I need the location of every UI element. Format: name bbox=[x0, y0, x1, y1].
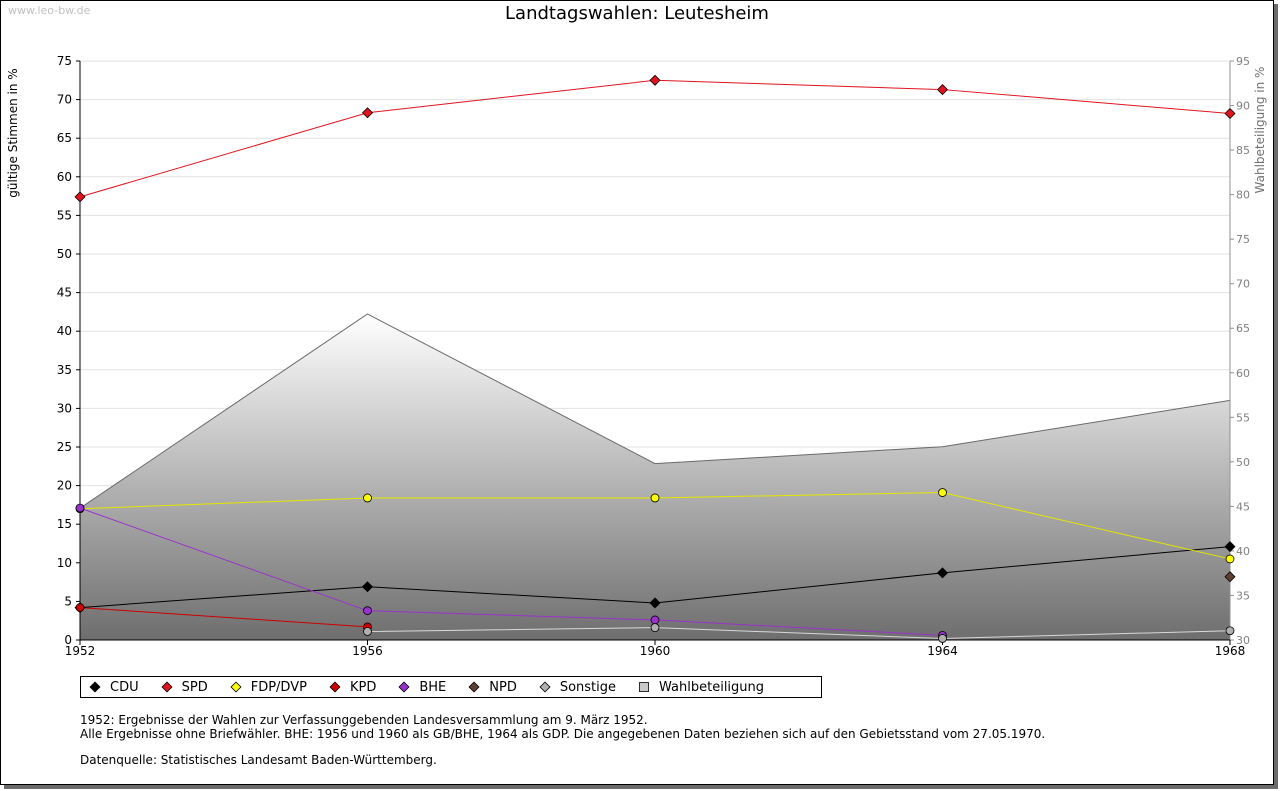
x-tick-label: 1960 bbox=[640, 644, 671, 658]
y2-tick-label: 90 bbox=[1236, 100, 1250, 113]
legend-label: FDP/DVP bbox=[250, 679, 307, 695]
y2-tick-label: 65 bbox=[1236, 322, 1250, 335]
legend-marker-wahlbeteiligung bbox=[639, 682, 649, 692]
y-tick-label: 35 bbox=[57, 363, 72, 377]
y2-axis-label: Wahlbeteiligung in % bbox=[1253, 67, 1267, 194]
note-line-2: Alle Ergebnisse ohne Briefwähler. BHE: 1… bbox=[80, 727, 1046, 741]
point-sonstige bbox=[363, 627, 372, 636]
point-sonstige bbox=[938, 634, 947, 643]
y2-tick-label: 50 bbox=[1236, 456, 1250, 469]
x-tick-label: 1952 bbox=[65, 644, 96, 658]
point-fdp-dvp bbox=[650, 493, 660, 503]
y-axis-label: gültige Stimmen in % bbox=[6, 68, 20, 197]
y-tick-label: 40 bbox=[57, 324, 72, 338]
chart-title: Landtagswahlen: Leutesheim bbox=[505, 3, 769, 24]
y-tick-label: 15 bbox=[57, 517, 72, 531]
y-tick-label: 0 bbox=[64, 633, 72, 647]
legend-marker-fdp-dvp bbox=[230, 681, 242, 693]
y-tick-label: 60 bbox=[57, 170, 72, 184]
y2-tick-label: 30 bbox=[1236, 634, 1250, 647]
point-kpd bbox=[75, 603, 85, 612]
y-tick-label: 10 bbox=[57, 556, 72, 570]
legend-label: KPD bbox=[349, 679, 377, 695]
legend-marker-cdu bbox=[89, 681, 101, 693]
legend-item-spd: SPD bbox=[161, 680, 208, 695]
x-tick-label: 1968 bbox=[1215, 644, 1246, 658]
point-npd bbox=[1224, 571, 1236, 583]
legend-label: BHE bbox=[419, 679, 447, 695]
legend-label: SPD bbox=[181, 679, 208, 695]
point-cdu bbox=[361, 581, 374, 593]
legend-marker-sonstige bbox=[539, 681, 551, 693]
y-tick-label: 65 bbox=[57, 131, 72, 145]
area-layer bbox=[79, 313, 1231, 640]
y-tick-label: 75 bbox=[57, 54, 72, 68]
point-sonstige bbox=[1225, 626, 1235, 636]
legend-marker-spd bbox=[161, 681, 173, 693]
note-line-3: Datenquelle: Statistisches Landesamt Bad… bbox=[80, 753, 437, 767]
y-tick-label: 70 bbox=[57, 93, 72, 107]
watermark: www.leo-bw.de bbox=[8, 4, 91, 17]
legend-item-kpd: KPD bbox=[329, 680, 376, 695]
y2-tick-label: 85 bbox=[1236, 144, 1250, 157]
x-tick-label: 1964 bbox=[927, 644, 958, 658]
wahlbeteiligung-area bbox=[80, 313, 1230, 640]
point-spd bbox=[649, 74, 661, 86]
legend-item-bhe: BHE bbox=[398, 680, 446, 695]
point-fdp-dvp bbox=[938, 488, 947, 497]
y2-tick-label: 80 bbox=[1236, 189, 1250, 202]
y2-tick-label: 35 bbox=[1236, 589, 1250, 602]
y2-tick-label: 40 bbox=[1236, 545, 1250, 558]
y-tick-label: 20 bbox=[57, 479, 72, 493]
point-spd bbox=[74, 191, 86, 203]
legend-item-fdp-dvp: FDP/DVP bbox=[230, 680, 307, 695]
y-tick-label: 5 bbox=[64, 594, 72, 608]
legend-marker-npd bbox=[468, 681, 480, 693]
point-spd bbox=[361, 107, 374, 119]
point-bhe bbox=[363, 606, 372, 616]
legend: CDU SPD FDP/DVP KPD BHE NPD Sonstige Wahlbeteil… bbox=[80, 676, 822, 698]
y2-tick-label: 60 bbox=[1236, 367, 1250, 380]
y-tick-label: 45 bbox=[57, 286, 72, 300]
y-tick-label: 55 bbox=[57, 208, 72, 222]
y-tick-label: 25 bbox=[57, 440, 72, 454]
legend-item-cdu: CDU bbox=[89, 680, 139, 695]
point-sonstige bbox=[650, 623, 660, 633]
legend-label: Wahlbeteiligung bbox=[659, 679, 765, 695]
legend-label: Sonstige bbox=[559, 679, 617, 695]
series-line-kpd bbox=[79, 607, 368, 628]
y-tick-label: 30 bbox=[57, 401, 72, 415]
y2-tick-label: 70 bbox=[1236, 278, 1250, 291]
point-spd bbox=[936, 84, 949, 96]
point-fdp-dvp bbox=[363, 493, 372, 503]
y2-tick-label: 75 bbox=[1236, 233, 1250, 246]
legend-item-sonstige: Sonstige bbox=[539, 680, 616, 695]
legend-label: NPD bbox=[489, 679, 517, 695]
chart-canvas: 0 5 10 15 20 25 30 35 40 45 50 55 60 65 70 75 30 35 40 45 50… bbox=[6, 54, 1267, 658]
wahlbeteiligung-line bbox=[79, 313, 1231, 509]
legend-label: CDU bbox=[110, 679, 139, 695]
y2-tick-label: 55 bbox=[1236, 411, 1250, 424]
y2-tick-label: 45 bbox=[1236, 500, 1250, 513]
note-line-1: 1952: Ergebnisse der Wahlen zur Verfassu… bbox=[80, 713, 648, 727]
legend-item-wahlbeteiligung: Wahlbeteiligung bbox=[638, 680, 764, 695]
point-cdu bbox=[1224, 541, 1236, 553]
series-points bbox=[74, 74, 1236, 643]
legend-marker-kpd bbox=[329, 681, 341, 693]
series-line-sonstige bbox=[367, 627, 1231, 639]
x-tick-label: 1956 bbox=[352, 644, 383, 658]
point-spd bbox=[1224, 107, 1236, 120]
point-cdu bbox=[649, 597, 661, 609]
point-cdu bbox=[936, 567, 949, 579]
legend-item-npd: NPD bbox=[468, 680, 517, 695]
point-fdp-dvp bbox=[1225, 554, 1235, 564]
legend-marker-bhe bbox=[398, 681, 410, 693]
y2-tick-label: 95 bbox=[1236, 55, 1250, 68]
series-line-bhe bbox=[79, 507, 943, 636]
point-bhe bbox=[650, 615, 660, 625]
axes: 0 5 10 15 20 25 30 35 40 45 50 55 60 65 70 75 30 35 40 45 50… bbox=[6, 54, 1267, 658]
point-bhe bbox=[75, 503, 85, 513]
y-tick-label: 50 bbox=[57, 247, 72, 261]
